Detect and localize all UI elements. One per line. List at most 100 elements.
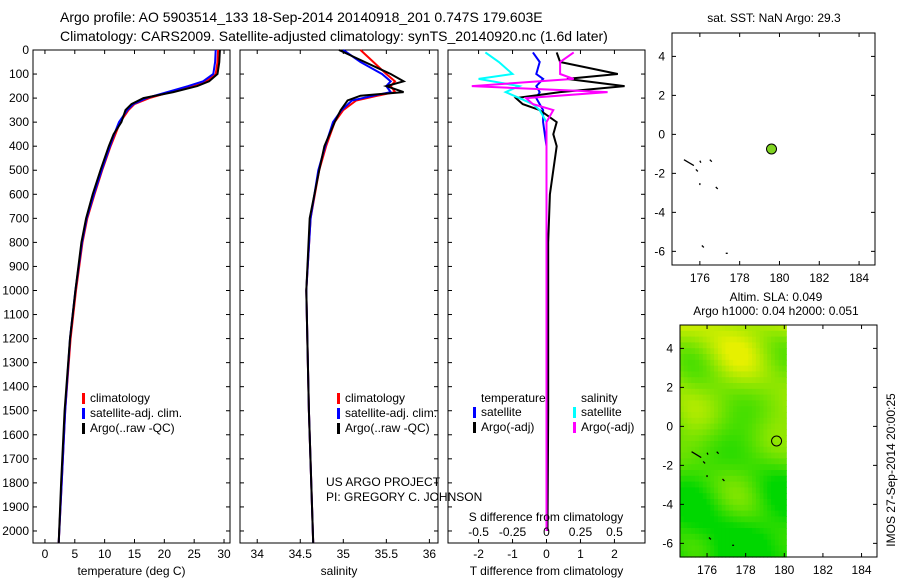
sla-cell: [702, 516, 708, 523]
sla-cell: [771, 394, 776, 401]
sla-cell: [755, 481, 761, 488]
sla-cell: [717, 522, 723, 529]
profile-argo: [57, 49, 221, 544]
sla-cell: [782, 435, 787, 442]
sla-cell: [778, 365, 784, 372]
sla-cell: [759, 539, 765, 546]
sla-cell: [729, 545, 734, 552]
sla-cell: [759, 359, 765, 367]
sla-cell: [683, 417, 689, 425]
sla-cell: [778, 499, 784, 506]
sla-cell: [714, 429, 719, 436]
sla-cell: [714, 435, 719, 442]
sla-cell: [687, 510, 692, 517]
sla-cell: [725, 354, 730, 361]
sla-cell: [744, 388, 749, 396]
sla-cell: [763, 371, 768, 378]
sla-cell: [729, 493, 734, 500]
sla-cell: [736, 336, 742, 343]
sla-cell: [744, 377, 749, 384]
sla-cell: [702, 394, 708, 401]
sla-cell: [725, 551, 730, 558]
y-tick-label: 2000: [2, 524, 29, 538]
sla-cell: [778, 377, 784, 384]
sla-cell: [683, 377, 689, 384]
sla-cell: [763, 359, 768, 367]
sla-cell: [736, 475, 742, 483]
sla-cell: [714, 336, 719, 343]
sla-cell: [683, 348, 689, 355]
sla-cell: [691, 545, 696, 552]
sla-cell: [714, 533, 719, 541]
sla-cell: [683, 487, 689, 494]
sla-cell: [698, 348, 704, 355]
sla-cell: [740, 522, 746, 529]
sla-cell: [748, 359, 753, 367]
sla-cell: [683, 388, 689, 396]
sla-cell: [706, 354, 711, 361]
sla-cell: [744, 446, 749, 454]
sla-cell: [748, 475, 753, 483]
sla-cell: [721, 354, 727, 361]
sla-cell: [782, 481, 787, 488]
sla-cell: [767, 412, 772, 419]
sla-cell: [763, 383, 768, 390]
sla-cell: [729, 522, 734, 529]
sla-cell: [733, 325, 738, 332]
sla-cell: [774, 336, 780, 343]
sla-cell: [755, 487, 761, 494]
sla-cell: [725, 412, 730, 419]
sla-cell: [748, 551, 753, 558]
sla-cell: [706, 493, 711, 500]
sla-cell: [714, 441, 719, 448]
sla-cell: [733, 388, 738, 396]
sla-cell: [763, 429, 768, 436]
sla-cell: [755, 510, 761, 517]
sla-cell: [717, 377, 723, 384]
sla-cell: [710, 551, 715, 558]
sla-cell: [748, 481, 753, 488]
sla-cell: [733, 446, 738, 454]
sla-cell: [698, 406, 704, 413]
sla-cell: [717, 417, 723, 425]
sla-cell: [748, 325, 753, 332]
sla-cell: [683, 371, 689, 378]
sla-cell: [695, 388, 700, 396]
sla-cell: [755, 365, 761, 372]
sla-cell: [691, 388, 696, 396]
sla-cell: [721, 539, 727, 546]
sla-cell: [729, 400, 734, 407]
sla-cell: [782, 441, 787, 448]
sla-cell: [755, 516, 761, 523]
legend-swatch: [573, 422, 576, 433]
sla-cell: [710, 510, 715, 517]
y-tick-label: 0: [666, 419, 673, 433]
sla-cell: [680, 452, 685, 459]
legend-swatch: [82, 423, 85, 434]
sla-cell: [717, 516, 723, 523]
sla-cell: [721, 429, 727, 436]
sla-cell: [774, 516, 780, 523]
sla-cell: [695, 510, 700, 517]
sla-cell: [736, 545, 742, 552]
sla-cell: [763, 365, 768, 372]
sla-cell: [767, 435, 772, 442]
sla-cell: [767, 487, 772, 494]
sla-cell: [771, 446, 776, 454]
sla-cell: [680, 528, 685, 535]
sla-cell: [736, 481, 742, 488]
sla-cell: [717, 365, 723, 372]
sla-cell: [702, 354, 708, 361]
sla-cell: [721, 458, 727, 465]
sla-cell: [702, 342, 708, 349]
sla-cell: [759, 499, 765, 506]
sla-cell: [695, 487, 700, 494]
sla-cell: [683, 365, 689, 372]
sla-cell: [733, 499, 738, 506]
sla-cell: [691, 441, 696, 448]
sla-cell: [721, 417, 727, 425]
coastline: [699, 160, 702, 163]
sla-cell: [706, 510, 711, 517]
sla-cell: [752, 545, 757, 552]
sla-cell: [725, 539, 730, 546]
